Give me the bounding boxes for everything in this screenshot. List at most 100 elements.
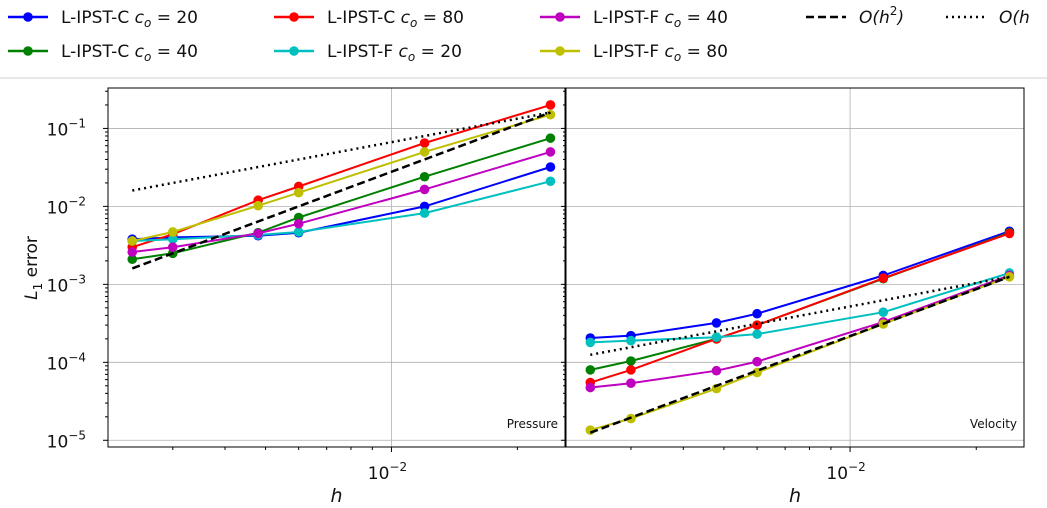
legend-entry: L-IPST-F co = 20	[274, 42, 462, 64]
data-point	[1004, 228, 1015, 239]
x-tick-exponent: −2	[848, 460, 866, 474]
legend-label: O(h	[999, 8, 1030, 28]
data-point	[127, 247, 138, 257]
series-line	[131, 104, 551, 249]
y-axis-label-rest: error	[22, 236, 42, 283]
data-point	[1004, 271, 1015, 282]
y-tick-exponent: −4	[68, 350, 86, 364]
data-point	[167, 242, 178, 252]
data-point	[419, 208, 430, 218]
series-line	[590, 275, 1010, 357]
data-point	[293, 187, 304, 198]
legend-label: O(h2)	[859, 4, 904, 28]
data-point	[545, 162, 556, 172]
axis-labels: L1 error	[22, 236, 45, 300]
axes-frame	[107, 87, 566, 448]
data-point	[585, 365, 596, 375]
data-point	[752, 356, 762, 367]
data-point	[626, 365, 636, 375]
y-tick-exponent: −3	[68, 272, 86, 286]
y-axis-label: L1 error	[22, 236, 45, 300]
series-line	[132, 137, 551, 261]
x-ticks	[630, 447, 977, 452]
series-o-h	[590, 275, 1010, 357]
series-line	[132, 113, 551, 242]
data-point	[419, 171, 430, 182]
legend-label: L-IPST-C co = 20	[61, 8, 198, 30]
legend-entry: L-IPST-C co = 20	[8, 8, 198, 30]
series-line	[590, 230, 1010, 339]
legend-marker	[23, 46, 33, 56]
series-o-h-2-	[589, 275, 1010, 434]
axes-frame	[565, 87, 1025, 448]
y-axis-label-sub: 1	[31, 283, 45, 291]
data-point	[293, 218, 304, 229]
legend-marker	[555, 12, 565, 22]
y-tick-exponent: −2	[68, 194, 86, 208]
series-line	[590, 272, 1010, 344]
series-l-ipst-f-c-o-80	[127, 109, 556, 246]
legend-entry: O(h	[946, 8, 1030, 28]
data-point	[752, 329, 762, 339]
data-point	[545, 100, 556, 110]
data-point	[253, 200, 263, 211]
panel-label: Velocity	[970, 417, 1017, 431]
data-point	[626, 335, 636, 346]
data-point	[545, 176, 556, 187]
data-point	[545, 133, 556, 143]
y-axis-label-main: L	[22, 290, 42, 299]
data-point	[167, 234, 178, 244]
data-point	[167, 227, 178, 237]
legend-entry: L-IPST-F co = 80	[540, 42, 728, 64]
legend-entry: O(h2)	[806, 4, 904, 28]
legend-label: L-IPST-C co = 40	[61, 42, 198, 64]
series-o-h-2-	[131, 111, 551, 270]
legend-label: L-IPST-F co = 40	[593, 8, 728, 30]
x-tick-exponent: −2	[389, 460, 407, 474]
data-point	[752, 308, 762, 319]
series-line	[131, 111, 551, 270]
legend: L-IPST-C co = 20 L-IPST-C co = 80 L-IPST-F…	[0, 4, 1047, 79]
data-point	[626, 356, 636, 366]
grid	[566, 88, 1024, 447]
y-tick-exponent: −1	[68, 116, 86, 130]
legend-marker	[289, 46, 299, 56]
data-point	[585, 337, 596, 348]
data-point	[253, 228, 263, 239]
data-point	[127, 236, 138, 246]
x-axis-label: h	[789, 485, 801, 507]
data-point	[127, 254, 138, 265]
data-point	[545, 109, 556, 120]
legend-label: L-IPST-F co = 80	[593, 42, 728, 64]
legend-label: L-IPST-F co = 20	[327, 42, 462, 64]
legend-entry: L-IPST-C co = 40	[8, 42, 198, 64]
data-point	[419, 201, 430, 212]
x-ticks	[172, 447, 518, 452]
legend-marker	[23, 12, 33, 22]
data-point	[711, 365, 722, 376]
data-point	[419, 138, 430, 148]
y-tick-label: 10−3	[47, 272, 86, 296]
series-line	[589, 275, 1010, 434]
data-point	[293, 227, 304, 237]
series-l-ipst-f-c-o-80	[585, 271, 1015, 435]
data-point	[545, 147, 556, 157]
legend-marker	[289, 12, 299, 22]
legend-label: L-IPST-C co = 80	[327, 8, 464, 30]
data-point	[711, 332, 722, 342]
legend-entry: L-IPST-C co = 80	[274, 8, 464, 30]
series-line	[132, 150, 551, 253]
data-point	[419, 147, 430, 157]
panel-label: Pressure	[507, 417, 558, 431]
legend-marker	[555, 46, 565, 56]
y-tick-exponent: −5	[68, 428, 86, 442]
data-point	[585, 382, 596, 393]
grid	[108, 88, 565, 447]
series-line	[132, 180, 551, 242]
data-point	[878, 307, 889, 317]
data-point	[878, 273, 889, 283]
series-line	[590, 274, 1010, 389]
series-l-ipst-f-c-o-40	[127, 147, 556, 257]
